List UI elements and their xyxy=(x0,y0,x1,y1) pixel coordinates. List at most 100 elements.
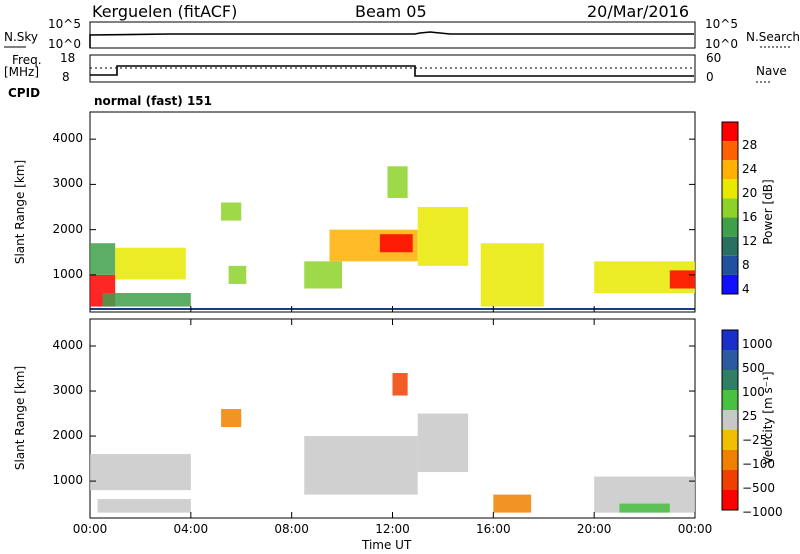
power-region-3 xyxy=(102,292,191,307)
velocity-plot xyxy=(89,318,696,519)
power-region-10 xyxy=(417,207,469,266)
nsearch-tick-top: 10^5 xyxy=(705,17,738,31)
velocity-colorbar-tick-2: 100 xyxy=(742,385,765,399)
power-ytick-label-2: 2000 xyxy=(52,221,83,236)
cpid-value: normal (fast) 151 xyxy=(94,94,212,108)
power-ylabel: Slant Range [km] xyxy=(13,159,27,265)
power-colorbar-swatch-5 xyxy=(722,217,738,237)
power-region-4 xyxy=(221,202,242,221)
freq-trace xyxy=(90,65,694,77)
axis-ticks xyxy=(89,138,696,518)
power-colorbar-tick-0: 28 xyxy=(742,138,758,152)
power-colorbar-tick-6: 4 xyxy=(742,282,750,296)
velocity-colorbar-swatch-8 xyxy=(722,490,738,510)
xtick-label-1: 04:00 xyxy=(173,522,209,536)
velocity-colorbar-swatch-6 xyxy=(722,450,738,470)
velocity-region-6 xyxy=(493,494,532,513)
nsky-panel-frame xyxy=(89,21,696,49)
power-colorbar-frame xyxy=(721,121,739,295)
beam-title: Beam 05 xyxy=(355,2,427,21)
nsky-tick-top: 10^5 xyxy=(48,17,81,31)
power-region-2 xyxy=(115,247,186,280)
velocity-colorbar-frame xyxy=(721,329,739,511)
xtick-label-0: 00:00 xyxy=(72,522,108,536)
freq-tick-top: 18 xyxy=(60,51,76,65)
velocity-region-5 xyxy=(417,413,469,473)
velocity-colorbar xyxy=(721,329,739,511)
power-colorbar-tick-1: 24 xyxy=(742,162,758,176)
power-colorbar-swatch-0 xyxy=(722,122,738,142)
nsearch-tick-bottom: 10^0 xyxy=(705,37,738,51)
velocity-region-0 xyxy=(90,454,191,491)
velocity-colorbar-tick-4: −25 xyxy=(742,433,768,447)
velocity-ylabel: Slant Range [km] xyxy=(13,365,27,471)
velocity-colorbar-swatch-0 xyxy=(722,330,738,350)
power-region-8 xyxy=(379,234,413,253)
power-colorbar xyxy=(721,121,739,295)
power-region-1 xyxy=(90,243,116,275)
power-region-6 xyxy=(304,261,343,289)
cpid-label: CPID xyxy=(8,86,41,100)
velocity-region-4 xyxy=(392,373,408,396)
power-region-5 xyxy=(228,265,247,284)
power-region-13 xyxy=(669,270,695,289)
velocity-colorbar-swatch-2 xyxy=(722,370,738,390)
power-colorbar-label: Power [dB] xyxy=(761,179,775,245)
xtick-label-6: 00:00 xyxy=(677,522,713,536)
velocity-colorbar-tick-1: 500 xyxy=(742,361,765,375)
velocity-colorbar-swatch-5 xyxy=(722,430,738,450)
power-colorbar-swatch-6 xyxy=(722,236,738,256)
velocity-colorbar-tick-0: 1000 xyxy=(742,337,773,351)
power-colorbar-swatch-7 xyxy=(722,255,738,275)
velocity-colorbar-swatch-7 xyxy=(722,470,738,490)
power-ytick-label-3: 1000 xyxy=(52,266,83,281)
velocity-colorbar-tick-5: −100 xyxy=(742,457,775,471)
power-colorbar-tick-4: 12 xyxy=(742,234,758,248)
velocity-colorbar-tick-3: 25 xyxy=(742,409,758,423)
velocity-ytick-label-1: 3000 xyxy=(52,383,83,398)
power-data xyxy=(90,166,695,307)
velocity-region-2 xyxy=(221,409,242,428)
power-colorbar-swatch-2 xyxy=(722,160,738,180)
power-ytick-label-0: 4000 xyxy=(52,131,83,146)
nave-tick-top: 60 xyxy=(706,51,722,65)
velocity-colorbar-swatch-4 xyxy=(722,410,738,430)
power-colorbar-tick-5: 8 xyxy=(742,258,750,272)
xtick-label-2: 08:00 xyxy=(274,522,309,536)
xtick-label-3: 12:00 xyxy=(375,522,410,536)
power-region-11 xyxy=(480,243,544,307)
nsky-tick-bottom: 10^0 xyxy=(48,37,81,51)
power-region-9 xyxy=(387,166,408,198)
nsky-trace xyxy=(89,31,694,48)
x-axis-label: Time UT xyxy=(362,538,412,552)
velocity-data xyxy=(90,373,695,513)
velocity-colorbar-tick-6: −500 xyxy=(742,481,775,495)
power-colorbar-tick-2: 20 xyxy=(742,186,758,200)
date-title: 20/Mar/2016 xyxy=(587,2,690,21)
freq-label-line1: Freq. xyxy=(12,53,42,67)
freq-tick-bottom: 8 xyxy=(62,70,70,84)
station-title: Kerguelen (fitACF) xyxy=(92,2,238,21)
xtick-label-4: 16:00 xyxy=(476,522,511,536)
velocity-ytick-label-2: 2000 xyxy=(52,428,83,443)
power-colorbar-swatch-4 xyxy=(722,198,738,218)
power-colorbar-swatch-3 xyxy=(722,179,738,199)
velocity-colorbar-swatch-3 xyxy=(722,390,738,410)
velocity-region-8 xyxy=(619,503,670,513)
nsky-label: N.Sky xyxy=(4,30,39,44)
velocity-colorbar-tick-7: −1000 xyxy=(742,505,783,519)
power-colorbar-swatch-8 xyxy=(722,274,738,294)
velocity-region-1 xyxy=(97,499,191,513)
nsearch-label: N.Search xyxy=(746,30,800,44)
power-plot xyxy=(89,111,696,313)
nave-tick-bottom: 0 xyxy=(706,70,714,84)
velocity-ytick-label-0: 4000 xyxy=(52,338,83,352)
power-colorbar-tick-3: 16 xyxy=(742,210,758,224)
velocity-region-3 xyxy=(304,436,418,495)
power-colorbar-swatch-1 xyxy=(722,141,738,161)
xtick-label-5: 20:00 xyxy=(576,522,612,536)
power-ytick-label-1: 3000 xyxy=(52,176,83,191)
velocity-ytick-label-3: 1000 xyxy=(52,473,83,488)
nave-label: Nave xyxy=(756,64,787,78)
